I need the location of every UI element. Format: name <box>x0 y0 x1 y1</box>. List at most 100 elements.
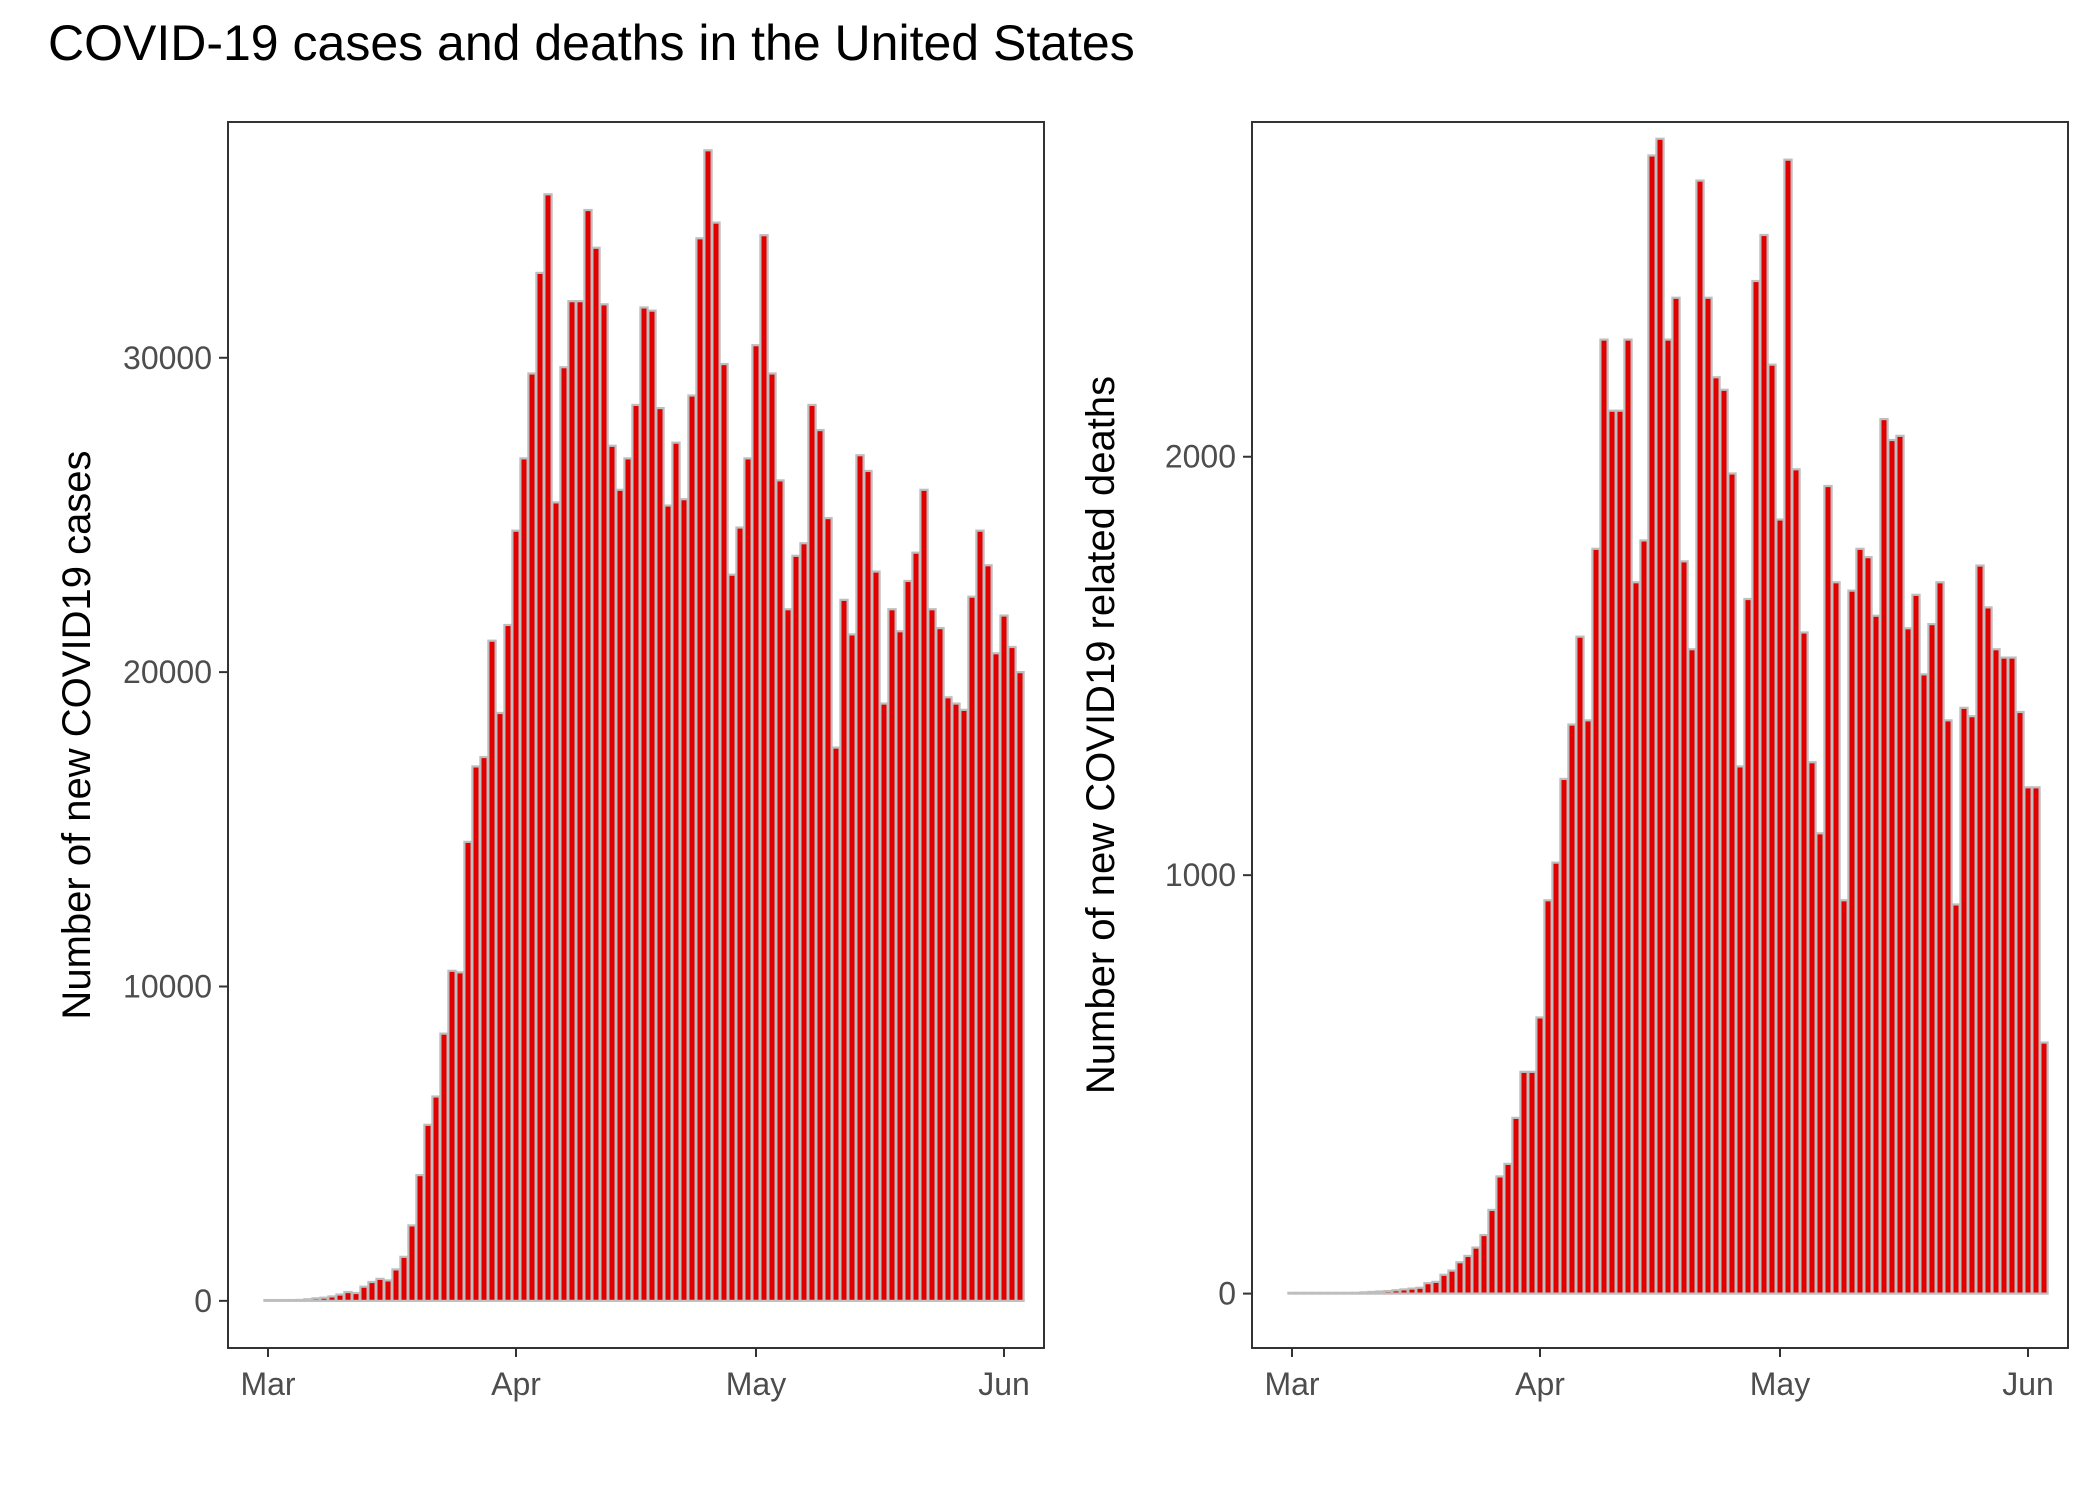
deaths-bar <box>1791 468 1801 1295</box>
deaths-bar <box>1759 233 1769 1295</box>
cases-bar <box>847 633 857 1302</box>
cases-bar <box>719 362 729 1302</box>
cases-bar <box>703 149 713 1302</box>
cases-bar <box>935 627 945 1302</box>
cases-bar <box>815 428 825 1302</box>
deaths-bar <box>1743 597 1753 1295</box>
deaths-bar <box>1455 1261 1465 1295</box>
deaths-bar <box>1807 761 1817 1295</box>
deaths-bar <box>1495 1175 1505 1295</box>
deaths-bar <box>2015 710 2025 1295</box>
deaths-x-tick-label: Jun <box>2002 1366 2054 1402</box>
cases-bar <box>767 372 777 1302</box>
cases-bar <box>399 1255 409 1302</box>
deaths-bar <box>1655 137 1665 1295</box>
cases-bar <box>791 554 801 1302</box>
cases-bar <box>975 529 985 1302</box>
cases-bar <box>335 1293 345 1302</box>
cases-bar <box>863 469 873 1302</box>
deaths-bar <box>1815 832 1825 1295</box>
deaths-bar <box>1319 1291 1329 1295</box>
deaths-bar <box>1639 539 1649 1295</box>
deaths-bar <box>1447 1269 1457 1295</box>
cases-bar <box>639 306 649 1302</box>
cases-bar <box>319 1296 329 1302</box>
cases-bar <box>263 1298 273 1302</box>
cases-bar <box>415 1173 425 1302</box>
deaths-bar <box>1327 1291 1337 1295</box>
cases-bar <box>743 457 753 1302</box>
deaths-bar <box>1847 589 1857 1295</box>
cases-y-tick-label: 20000 <box>123 654 212 690</box>
deaths-bar <box>1823 484 1833 1295</box>
deaths-bar <box>1351 1291 1361 1295</box>
deaths-bar <box>1879 417 1889 1295</box>
deaths-bars <box>1287 137 2049 1295</box>
deaths-bar <box>1975 564 1985 1295</box>
deaths-bar <box>1711 376 1721 1295</box>
cases-bar <box>735 526 745 1302</box>
cases-bar <box>407 1224 417 1302</box>
deaths-bar <box>1623 338 1633 1295</box>
deaths-bar <box>1415 1286 1425 1295</box>
deaths-bar <box>1959 706 1969 1295</box>
deaths-bar <box>1863 556 1873 1295</box>
cases-bar <box>559 366 569 1302</box>
cases-bar <box>911 551 921 1302</box>
cases-bar <box>287 1298 297 1302</box>
cases-bar <box>423 1123 433 1302</box>
cases-x-tick-label: Apr <box>491 1366 541 1402</box>
deaths-bar <box>1983 606 1993 1295</box>
cases-bar <box>303 1298 313 1302</box>
cases-bar <box>271 1298 281 1302</box>
deaths-bar <box>1719 388 1729 1295</box>
deaths-bar <box>1567 723 1577 1295</box>
cases-bar <box>879 702 889 1302</box>
cases-bar <box>551 501 561 1302</box>
cases-bar <box>671 441 681 1302</box>
deaths-bar <box>1703 296 1713 1295</box>
deaths-y-tick-label: 0 <box>1218 1276 1236 1312</box>
deaths-bar <box>1407 1287 1417 1295</box>
deaths-bar <box>1583 719 1593 1295</box>
deaths-bar <box>1535 1016 1545 1295</box>
cases-bar <box>383 1279 393 1302</box>
cases-bar <box>871 570 881 1302</box>
deaths-y-axis-title: Number of new COVID19 related deaths <box>1079 376 1123 1094</box>
cases-y-tick-label: 10000 <box>123 968 212 1004</box>
cases-x-tick-label: Mar <box>240 1366 295 1402</box>
cases-bar <box>943 696 953 1302</box>
cases-bar <box>439 1032 449 1302</box>
cases-bar <box>479 755 489 1302</box>
deaths-bar <box>1727 472 1737 1295</box>
cases-bar <box>807 403 817 1302</box>
deaths-bar <box>1575 635 1585 1295</box>
deaths-bar <box>1967 715 1977 1295</box>
cases-bar <box>687 394 697 1302</box>
cases-bar <box>695 237 705 1302</box>
cases-bar <box>1007 645 1017 1302</box>
deaths-bar <box>2031 786 2041 1295</box>
deaths-bar <box>1431 1280 1441 1295</box>
cases-bar <box>751 344 761 1302</box>
cases-bar <box>775 479 785 1302</box>
cases-bar <box>495 711 505 1302</box>
cases-bar <box>543 193 553 1302</box>
deaths-x-tick-label: Apr <box>1515 1366 1565 1402</box>
cases-bar <box>959 708 969 1302</box>
deaths-bar <box>1383 1289 1393 1295</box>
cases-bar <box>519 457 529 1302</box>
deaths-bar <box>1439 1273 1449 1295</box>
deaths-bar <box>1799 631 1809 1295</box>
deaths-bar <box>1855 547 1865 1295</box>
cases-bar <box>463 840 473 1302</box>
cases-bar <box>759 234 769 1302</box>
cases-y-tick-label: 0 <box>194 1283 212 1319</box>
cases-bar <box>727 573 737 1302</box>
cases-y-axis-title: Number of new COVID19 cases <box>55 450 99 1019</box>
deaths-bar <box>1511 1116 1521 1295</box>
deaths-bar <box>1911 593 1921 1295</box>
cases-bar <box>823 516 833 1302</box>
cases-bar <box>951 702 961 1302</box>
